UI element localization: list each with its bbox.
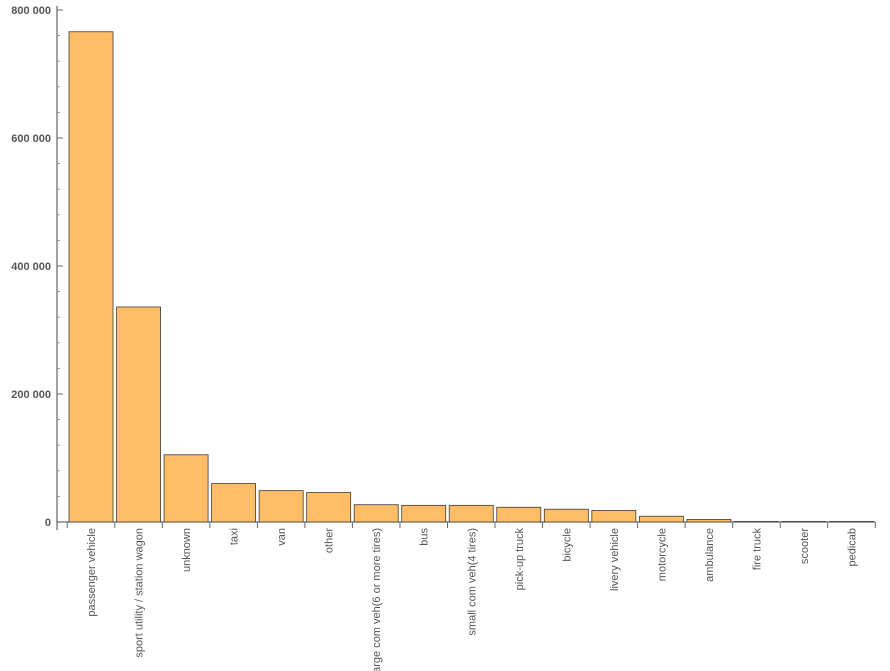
x-tick-label: sport utility / station wagon [134,528,146,658]
y-tick-label: 0 [45,517,51,529]
x-axis: passenger vehicle sport utility / station… [57,521,876,671]
x-tick-label: van [276,528,288,546]
y-axis: 0 200 000 400 000 600 000 800 000 [11,5,63,530]
x-tick-label: other [324,528,336,553]
x-tick-label: fire truck [751,528,763,571]
x-tick-label: motorcycle [656,528,668,581]
bar [496,506,542,523]
bar [116,306,161,523]
y-tick-label: 800 000 [11,5,51,17]
x-tick-label: pick-up truck [514,528,526,591]
bar [638,515,684,523]
bar [686,519,732,523]
x-tick-label: bicycle [561,528,573,562]
bar [781,521,827,523]
bar [306,492,352,523]
x-tick-label: bus [419,528,431,546]
bar [258,490,304,523]
bar [448,504,494,523]
x-tick-label: scooter [799,528,811,564]
x-tick-label: large com veh(6 or more tires) [371,528,383,671]
x-tick-label: passenger vehicle [86,528,98,617]
y-tick-label: 200 000 [11,389,51,401]
x-tick-label: unknown [181,528,193,572]
bar [353,504,399,523]
bars [68,31,874,523]
bar [401,504,447,523]
x-tick-label: ambulance [704,528,716,582]
x-tick-label: small com veh(4 tires) [466,528,478,636]
x-tick-label: pedicab [846,528,858,567]
x-tick-label: taxi [229,528,241,545]
bar [591,510,637,523]
y-tick-label: 600 000 [11,133,51,145]
bar [211,483,257,523]
bar [163,454,209,523]
bar [543,508,589,523]
x-tick-label: livery vehicle [609,528,621,591]
bar [68,31,114,523]
bar [829,521,874,523]
bar [734,521,779,523]
y-tick-label: 400 000 [11,261,51,273]
